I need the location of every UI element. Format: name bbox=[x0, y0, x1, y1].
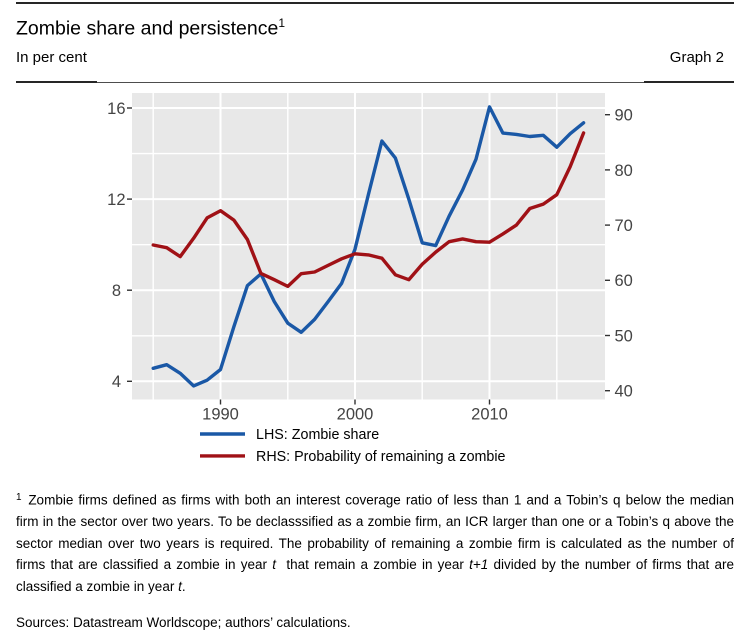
svg-text:1990: 1990 bbox=[202, 406, 239, 424]
svg-text:16: 16 bbox=[107, 100, 125, 118]
svg-text:70: 70 bbox=[615, 217, 633, 235]
svg-text:80: 80 bbox=[615, 162, 633, 180]
svg-text:50: 50 bbox=[615, 327, 633, 345]
svg-text:8: 8 bbox=[112, 282, 121, 300]
svg-text:RHS: Probability of remaining: RHS: Probability of remaining a zombie bbox=[256, 449, 506, 465]
svg-text:2010: 2010 bbox=[471, 406, 508, 424]
svg-text:2000: 2000 bbox=[337, 406, 374, 424]
svg-text:60: 60 bbox=[615, 272, 633, 290]
svg-text:40: 40 bbox=[615, 383, 633, 401]
svg-text:12: 12 bbox=[107, 191, 125, 209]
svg-text:LHS: Zombie share: LHS: Zombie share bbox=[256, 427, 379, 443]
svg-text:4: 4 bbox=[112, 373, 121, 391]
svg-text:90: 90 bbox=[615, 107, 633, 125]
